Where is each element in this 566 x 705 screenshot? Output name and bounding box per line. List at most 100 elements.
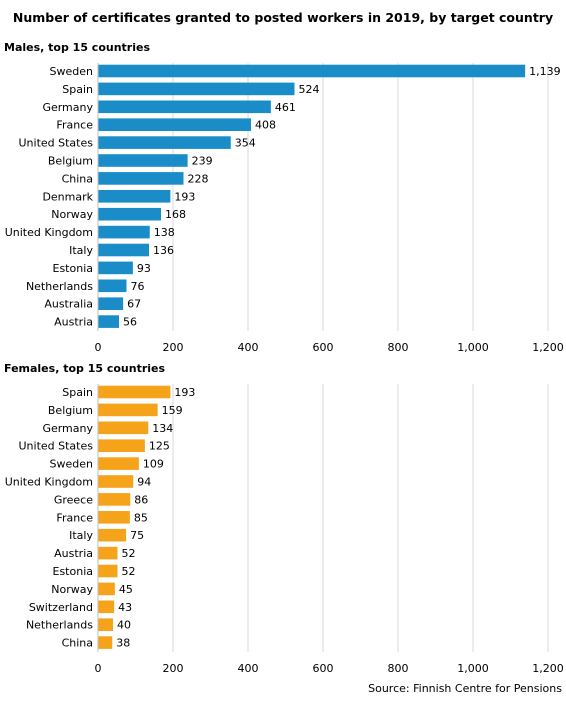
x-tick-label: 400 bbox=[238, 341, 259, 354]
chart-title: Number of certificates granted to posted… bbox=[13, 10, 553, 25]
value-label: 138 bbox=[154, 226, 175, 239]
category-label: France bbox=[56, 511, 93, 524]
bar bbox=[98, 190, 171, 203]
value-label: 94 bbox=[137, 476, 151, 489]
bar bbox=[98, 261, 133, 275]
value-label: 408 bbox=[255, 119, 276, 132]
value-label: 52 bbox=[122, 565, 136, 578]
value-label: 43 bbox=[118, 601, 132, 614]
bar bbox=[98, 511, 130, 524]
bar bbox=[98, 385, 171, 399]
value-label: 461 bbox=[275, 101, 296, 114]
category-label: China bbox=[62, 637, 93, 650]
value-label: 228 bbox=[188, 172, 209, 185]
bar bbox=[98, 207, 161, 221]
value-label: 76 bbox=[131, 280, 145, 293]
x-tick-label: 600 bbox=[313, 662, 334, 675]
x-tick-label: 1,000 bbox=[457, 662, 489, 675]
value-label: 125 bbox=[149, 440, 170, 453]
category-label: China bbox=[62, 172, 93, 185]
category-label: Sweden bbox=[50, 65, 93, 78]
category-label: Italy bbox=[69, 529, 93, 542]
panel-title: Males, top 15 countries bbox=[4, 41, 150, 54]
category-label: Italy bbox=[69, 244, 93, 257]
value-label: 38 bbox=[116, 637, 130, 650]
value-label: 134 bbox=[152, 422, 173, 435]
value-label: 159 bbox=[162, 404, 183, 417]
category-label: Denmark bbox=[42, 190, 93, 203]
category-label: Norway bbox=[51, 208, 93, 221]
value-label: 136 bbox=[153, 244, 174, 257]
x-tick-label: 200 bbox=[163, 662, 184, 675]
value-label: 85 bbox=[134, 511, 148, 524]
x-tick-label: 200 bbox=[163, 341, 184, 354]
bar bbox=[98, 582, 115, 596]
x-tick-label: 1,200 bbox=[532, 662, 564, 675]
category-label: Belgium bbox=[48, 404, 93, 417]
value-label: 93 bbox=[137, 262, 151, 275]
x-tick-label: 600 bbox=[313, 341, 334, 354]
bar bbox=[98, 564, 118, 578]
x-tick-label: 1,200 bbox=[532, 341, 564, 354]
category-label: United Kingdom bbox=[5, 226, 93, 239]
category-label: Spain bbox=[62, 83, 93, 96]
bar bbox=[98, 528, 127, 542]
category-label: Estonia bbox=[53, 262, 94, 275]
category-label: France bbox=[56, 119, 93, 132]
bar bbox=[98, 279, 127, 293]
bar bbox=[98, 172, 184, 185]
value-label: 56 bbox=[123, 316, 137, 329]
bar bbox=[98, 118, 251, 131]
value-label: 109 bbox=[143, 458, 164, 471]
bar bbox=[98, 636, 113, 649]
bar bbox=[98, 243, 149, 257]
category-label: Estonia bbox=[53, 565, 94, 578]
value-label: 67 bbox=[127, 298, 141, 311]
value-label: 524 bbox=[299, 83, 320, 96]
bar bbox=[98, 475, 134, 488]
value-label: 354 bbox=[235, 137, 256, 150]
source-note: Source: Finnish Centre for Pensions bbox=[368, 682, 562, 695]
category-label: Spain bbox=[62, 386, 93, 399]
value-label: 168 bbox=[165, 208, 186, 221]
value-label: 45 bbox=[119, 583, 133, 596]
category-label: United Kingdom bbox=[5, 476, 93, 489]
chart-panel-females: Females, top 15 countries 0 200 400 600 800 1,… bbox=[4, 362, 564, 675]
value-label: 86 bbox=[134, 493, 148, 506]
bar bbox=[98, 225, 150, 239]
bar bbox=[98, 493, 131, 506]
value-label: 193 bbox=[174, 190, 195, 203]
bar bbox=[98, 297, 124, 310]
x-tick-label: 0 bbox=[95, 341, 102, 354]
value-label: 52 bbox=[122, 547, 136, 560]
chart-panel-males: Males, top 15 countries 0 200 400 600 800 1,00… bbox=[4, 41, 564, 354]
category-label: Austria bbox=[54, 547, 93, 560]
category-label: Germany bbox=[42, 422, 93, 435]
category-label: Greece bbox=[54, 493, 93, 506]
x-tick-label: 1,000 bbox=[457, 341, 489, 354]
bar bbox=[98, 64, 526, 78]
category-label: Sweden bbox=[50, 458, 93, 471]
category-label: Switzerland bbox=[29, 601, 93, 614]
category-label: Austria bbox=[54, 316, 93, 329]
bar bbox=[98, 315, 119, 328]
category-label: Netherlands bbox=[26, 619, 93, 632]
category-label: Australia bbox=[44, 298, 93, 311]
bar bbox=[98, 82, 295, 96]
category-label: Belgium bbox=[48, 155, 93, 168]
category-label: United States bbox=[19, 137, 94, 150]
value-label: 193 bbox=[174, 386, 195, 399]
panel-title: Females, top 15 countries bbox=[4, 362, 166, 375]
bar bbox=[98, 600, 115, 614]
x-tick-label: 800 bbox=[388, 341, 409, 354]
bar bbox=[98, 439, 145, 452]
x-tick-label: 0 bbox=[95, 662, 102, 675]
x-tick-label: 400 bbox=[238, 662, 259, 675]
bar bbox=[98, 618, 113, 631]
value-label: 239 bbox=[192, 155, 213, 168]
bar bbox=[98, 546, 118, 560]
category-label: Norway bbox=[51, 583, 93, 596]
category-label: United States bbox=[19, 440, 94, 453]
bar bbox=[98, 421, 149, 435]
